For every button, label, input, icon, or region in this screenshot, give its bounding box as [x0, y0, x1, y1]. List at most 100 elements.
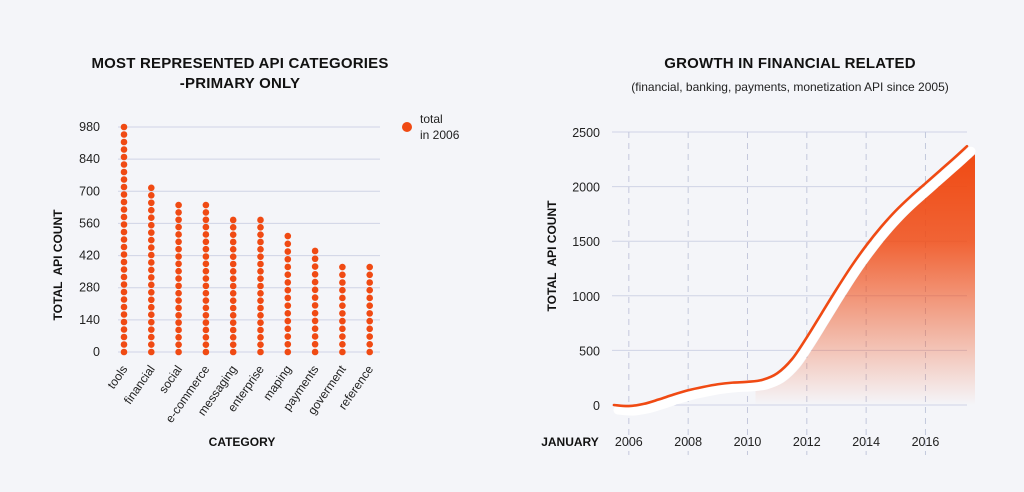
- data-dot: [120, 273, 128, 281]
- data-dot: [311, 270, 319, 278]
- data-dot: [148, 259, 155, 266]
- data-dot: [148, 199, 155, 207]
- data-dot: [202, 348, 210, 356]
- y-tick-label: 980: [79, 120, 100, 134]
- data-dot: [311, 317, 319, 325]
- dot-column: [257, 216, 264, 356]
- data-dot: [148, 274, 155, 281]
- data-dot: [120, 243, 128, 251]
- y-tick-label: 500: [579, 344, 600, 358]
- data-dot: [257, 290, 264, 297]
- data-dot: [229, 260, 237, 268]
- data-dot: [257, 312, 264, 319]
- data-dot: [175, 245, 182, 253]
- x-axis-title: JANUARY: [541, 435, 599, 449]
- data-dot: [148, 326, 155, 333]
- data-dot: [120, 236, 128, 243]
- data-dot: [229, 268, 237, 275]
- data-dot: [257, 253, 264, 260]
- data-dot: [202, 311, 210, 319]
- series-line: [612, 144, 969, 408]
- line-highlight: [613, 146, 976, 416]
- data-dot: [175, 275, 182, 282]
- data-dot: [120, 138, 128, 146]
- data-dot: [366, 279, 374, 286]
- data-dot: [148, 192, 155, 199]
- data-dot: [120, 296, 128, 303]
- data-dot: [120, 153, 128, 161]
- x-tick-label: 2016: [912, 435, 940, 449]
- data-dot: [366, 340, 374, 348]
- data-dot: [120, 131, 128, 138]
- data-dot: [120, 228, 128, 236]
- data-dot: [284, 263, 292, 271]
- dot-column: [120, 123, 128, 356]
- data-dot: [311, 247, 319, 255]
- data-dot: [311, 333, 319, 340]
- data-dot: [175, 223, 182, 231]
- y-tick-label: 560: [79, 216, 100, 230]
- data-dot: [120, 288, 128, 296]
- data-dot: [257, 304, 264, 312]
- data-dot: [148, 214, 155, 221]
- data-dot: [284, 279, 292, 286]
- data-dot: [148, 311, 155, 318]
- data-dot: [202, 297, 210, 304]
- data-dot: [175, 297, 182, 304]
- data-dot: [311, 325, 319, 332]
- data-dot: [175, 216, 182, 224]
- data-dot: [175, 289, 182, 297]
- data-dot: [339, 340, 346, 348]
- data-dot: [284, 340, 292, 348]
- data-dot: [311, 302, 319, 309]
- y-tick-label: 0: [93, 345, 100, 359]
- data-dot: [229, 253, 237, 260]
- data-dot: [120, 176, 128, 183]
- x-tick-label: 2008: [674, 435, 702, 449]
- data-dot: [120, 303, 128, 311]
- data-dot: [339, 294, 346, 302]
- data-dot: [257, 224, 264, 231]
- data-dot: [148, 303, 155, 311]
- data-dot: [229, 231, 237, 238]
- data-dot: [175, 304, 182, 312]
- y-tick-label: 840: [79, 152, 100, 166]
- data-dot: [257, 268, 264, 275]
- data-dot: [284, 286, 292, 294]
- legend-marker: [402, 122, 412, 132]
- x-tick-label: 2012: [793, 435, 821, 449]
- data-dot: [202, 304, 210, 312]
- data-dot: [339, 333, 346, 340]
- data-dot: [229, 216, 237, 224]
- y-tick-label: 1000: [572, 290, 600, 304]
- data-dot: [120, 206, 128, 213]
- data-dot: [175, 238, 182, 246]
- data-dot: [202, 326, 210, 334]
- data-dot: [284, 333, 292, 340]
- data-dot: [175, 231, 182, 238]
- data-dot: [120, 348, 128, 356]
- data-dot: [229, 290, 237, 297]
- data-dot: [229, 275, 237, 282]
- y-tick-label: 420: [79, 249, 100, 263]
- data-dot: [202, 245, 210, 253]
- data-dot: [311, 278, 319, 286]
- data-dot: [311, 294, 319, 301]
- data-dot: [202, 216, 210, 224]
- data-dot: [257, 260, 264, 268]
- data-dot: [257, 231, 264, 238]
- data-dot: [366, 302, 374, 309]
- data-dot: [284, 348, 292, 356]
- data-dot: [284, 302, 292, 309]
- legend-label: in 2006: [420, 128, 460, 142]
- data-dot: [202, 282, 210, 290]
- data-dot: [202, 238, 210, 246]
- data-dot: [202, 319, 210, 326]
- data-dot: [120, 161, 128, 168]
- data-dot: [120, 221, 128, 228]
- data-dot: [202, 201, 210, 209]
- data-dot: [175, 326, 182, 334]
- category-chart-title: MOST REPRESENTED API CATEGORIES: [91, 55, 389, 72]
- y-tick-label: 2000: [572, 181, 600, 195]
- data-dot: [202, 231, 210, 238]
